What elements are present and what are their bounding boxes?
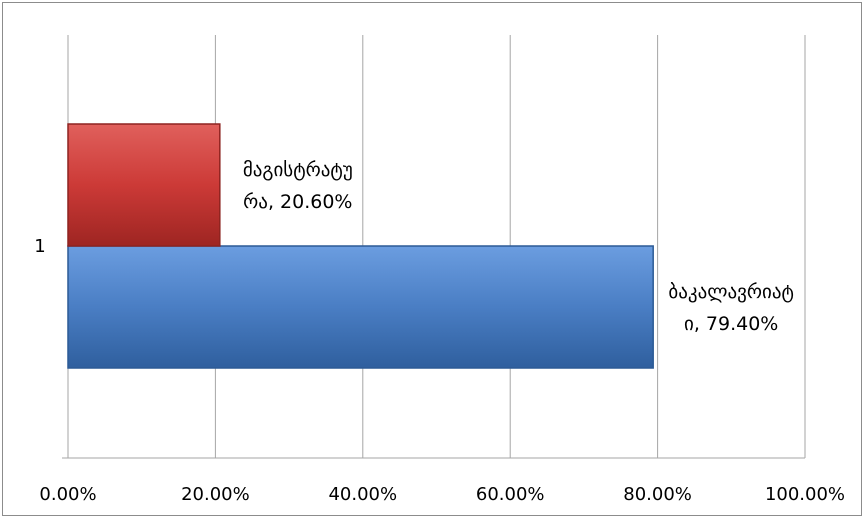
x-tick-label: 0.00% (39, 484, 96, 505)
x-tick-label: 20.00% (181, 484, 250, 505)
data-labels: ბაკალავრიატ ი, 79.40% მაგისტრატუ რა, 20.60% (243, 159, 794, 335)
gridlines (62, 35, 806, 459)
data-label: ი, 79.40% (684, 313, 778, 335)
bars (67, 123, 654, 369)
data-label: რა, 20.60% (243, 191, 352, 213)
x-tick-label: 100.00% (765, 484, 845, 505)
x-axis-ticks: 0.00% 20.00% 40.00% 60.00% 80.00% 100.00% (39, 484, 845, 505)
x-tick-label: 60.00% (476, 484, 545, 505)
data-label: ბაკალავრიატ (668, 281, 793, 303)
category-label: 1 (34, 236, 45, 257)
data-label: მაგისტრატუ (243, 159, 353, 181)
x-tick-label: 80.00% (623, 484, 692, 505)
bar-master (67, 123, 221, 247)
bar-bachelor (67, 245, 654, 369)
x-tick-label: 40.00% (328, 484, 397, 505)
y-axis-categories: 1 (34, 236, 45, 257)
